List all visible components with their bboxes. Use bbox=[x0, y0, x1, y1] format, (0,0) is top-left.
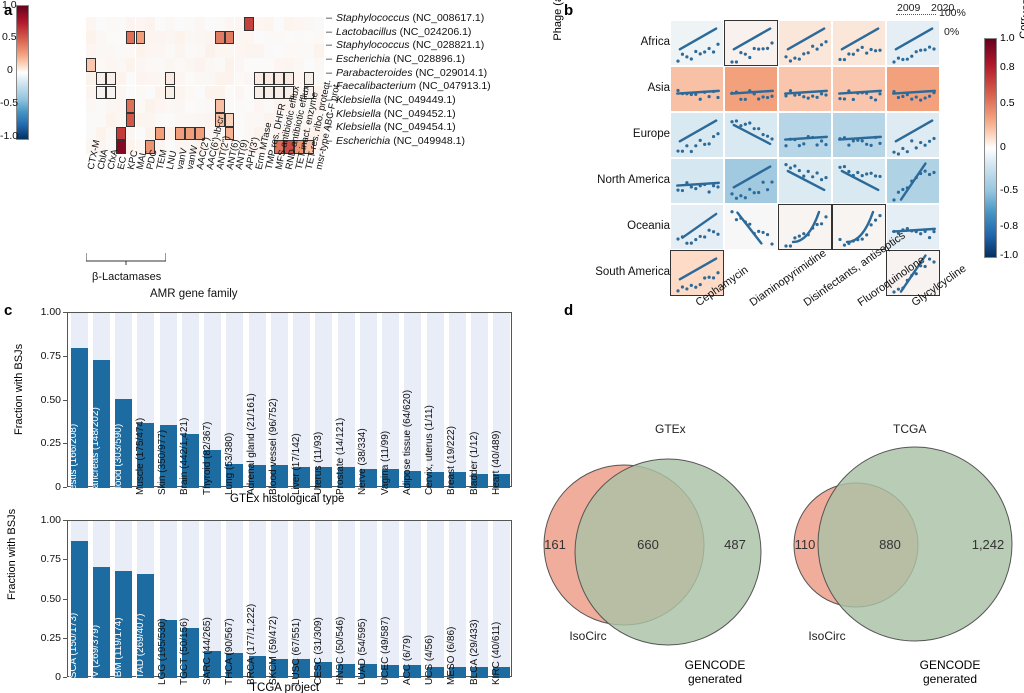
svg-text:487: 487 bbox=[724, 537, 746, 552]
svg-text:161: 161 bbox=[544, 537, 566, 552]
svg-text:IsoCirc: IsoCirc bbox=[808, 629, 845, 643]
svg-text:IsoCirc: IsoCirc bbox=[569, 629, 606, 643]
svg-text:880: 880 bbox=[879, 537, 901, 552]
svg-text:110: 110 bbox=[795, 537, 816, 552]
svg-text:660: 660 bbox=[637, 537, 659, 552]
svg-text:1,242: 1,242 bbox=[972, 537, 1005, 552]
